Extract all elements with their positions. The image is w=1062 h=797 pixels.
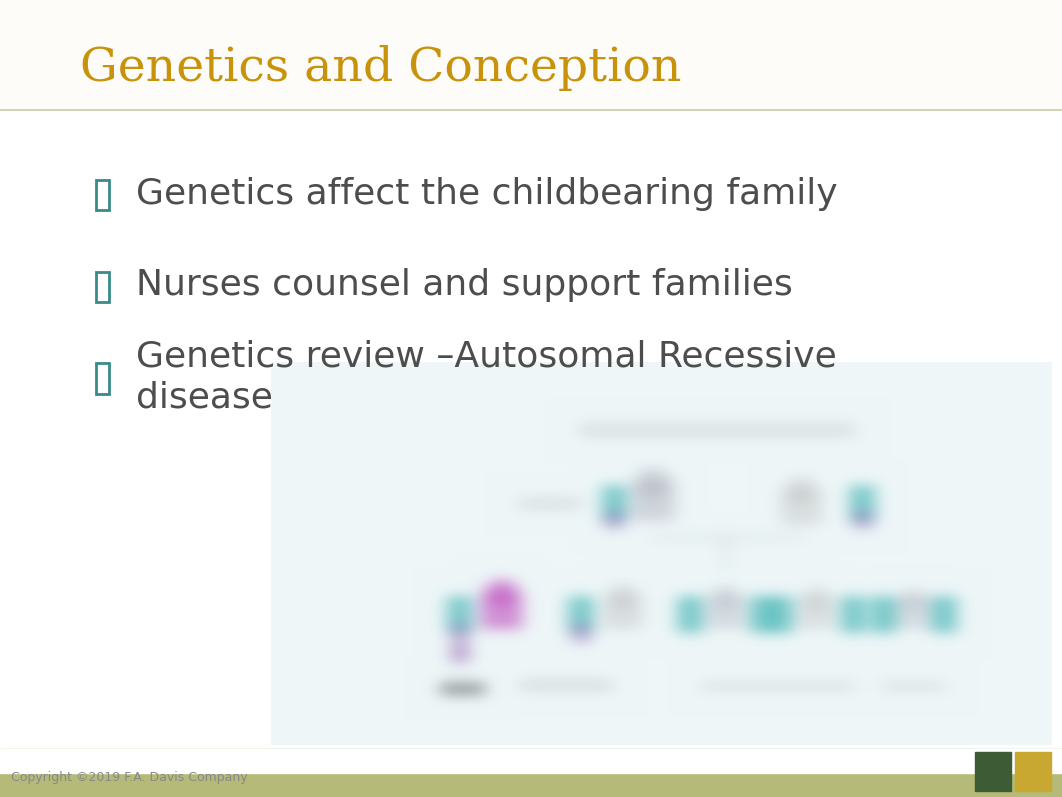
Text: Genetics and Conception: Genetics and Conception: [80, 45, 681, 91]
Bar: [0, 0, 1062, 110]
Bar: [975, 752, 1011, 791]
Bar: [0, 749, 1062, 797]
Text: Nurses counsel and support families: Nurses counsel and support families: [136, 269, 792, 302]
Text: Genetics affect the childbearing family: Genetics affect the childbearing family: [136, 177, 838, 210]
Bar: [96, 363, 109, 394]
Text: Copyright ©2019 F.A. Davis Company: Copyright ©2019 F.A. Davis Company: [11, 771, 247, 783]
Bar: [96, 180, 109, 210]
Bar: [0, 749, 1062, 773]
Bar: [1015, 752, 1051, 791]
Bar: [96, 272, 109, 302]
Text: Genetics review –Autosomal Recessive
disease: Genetics review –Autosomal Recessive dis…: [136, 340, 837, 414]
